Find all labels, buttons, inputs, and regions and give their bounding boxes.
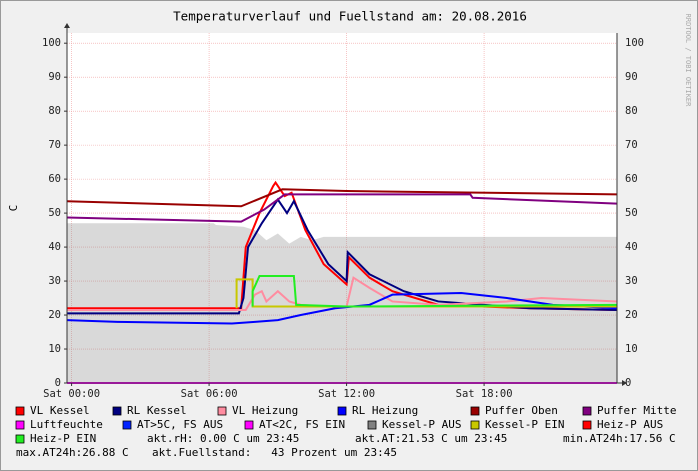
y2-tick-label: 60 — [625, 173, 638, 185]
legend-swatch — [217, 406, 227, 416]
legend-label: Kessel-P AUS — [382, 418, 461, 431]
line — [66, 188, 618, 208]
legend-label: Heiz-P EIN — [30, 432, 96, 445]
x-tick-label: Sat 12:00 — [318, 388, 375, 400]
plot — [66, 33, 618, 384]
y2-tick-label: 0 — [625, 377, 631, 389]
y2-tick-label: 30 — [625, 275, 638, 287]
y-axis-label: C — [7, 205, 20, 212]
chart-title: Temperaturverlauf und Fuellstand am: 20.… — [173, 9, 527, 24]
legend-swatch — [122, 420, 132, 430]
legend-label: RL Kessel — [127, 404, 187, 417]
x-tick-label: Sat 00:00 — [43, 388, 100, 400]
footer-text: min.AT24h:17.56 C — [563, 432, 676, 445]
legend-swatch — [582, 406, 592, 416]
line — [67, 197, 618, 315]
y-tick-label: 80 — [48, 105, 61, 117]
y-tick-label: 50 — [48, 207, 61, 219]
plot-area — [67, 33, 617, 383]
y2-tick-label: 20 — [625, 309, 638, 321]
grid — [67, 33, 617, 384]
legend-swatch — [470, 420, 480, 430]
y-tick-label: 60 — [48, 173, 61, 185]
y-tick-label: 90 — [48, 71, 61, 83]
line — [66, 193, 618, 223]
area — [67, 223, 617, 383]
y-tick-label: 10 — [48, 343, 61, 355]
legend-swatch — [15, 420, 25, 430]
legend-swatch — [337, 406, 347, 416]
footer-text: max.AT24h:26.88 C — [16, 446, 129, 459]
y2-tick-label: 100 — [625, 37, 644, 49]
x-tick-label: Sat 06:00 — [181, 388, 238, 400]
legend-swatch — [15, 434, 25, 444]
legend-label: AT>5C, FS AUS — [137, 418, 223, 431]
x-axis-arrow — [622, 380, 627, 386]
legend-label: Puffer Mitte — [597, 404, 676, 417]
y2-tick-label: 40 — [625, 241, 638, 253]
y-tick-label: 70 — [48, 139, 61, 151]
legend-swatch — [112, 406, 122, 416]
legend-swatch — [582, 420, 592, 430]
y2-tick-label: 70 — [625, 139, 638, 151]
line — [66, 291, 618, 325]
legend-label: VL Heizung — [232, 404, 298, 417]
side-text: RRDTOOL / TOBI OETIKER — [684, 14, 692, 108]
y-tick-label: 20 — [48, 309, 61, 321]
legend-swatch — [367, 420, 377, 430]
legend-label: Kessel-P EIN — [485, 418, 564, 431]
y-axis-arrow — [64, 23, 70, 28]
y-tick-label: 30 — [48, 275, 61, 287]
line — [67, 180, 618, 311]
y-tick-label: 0 — [55, 377, 61, 389]
y2-tick-label: 80 — [625, 105, 638, 117]
legend-label: RL Heizung — [352, 404, 418, 417]
footer-text: akt.rH: 0.00 C um 23:45 — [147, 432, 299, 445]
footer-text: akt.AT:21.53 C um 23:45 — [355, 432, 507, 445]
legend-label: VL Kessel — [30, 404, 90, 417]
y2-tick-label: 10 — [625, 343, 638, 355]
y-tick-label: 100 — [42, 37, 61, 49]
y2-tick-label: 50 — [625, 207, 638, 219]
legend-swatch — [470, 406, 480, 416]
legend-label: AT<2C, FS EIN — [259, 418, 345, 431]
legend-label: Heiz-P AUS — [597, 418, 663, 431]
footer-text: akt.Fuellstand: 43 Prozent um 23:45 — [152, 446, 397, 459]
y2-tick-label: 90 — [625, 71, 638, 83]
y-tick-label: 40 — [48, 241, 61, 253]
legend-label: Luftfeuchte — [30, 418, 103, 431]
legend-swatch — [244, 420, 254, 430]
legend-label: Puffer Oben — [485, 404, 558, 417]
legend-swatch — [15, 406, 25, 416]
line — [251, 274, 618, 308]
x-tick-label: Sat 18:00 — [456, 388, 513, 400]
